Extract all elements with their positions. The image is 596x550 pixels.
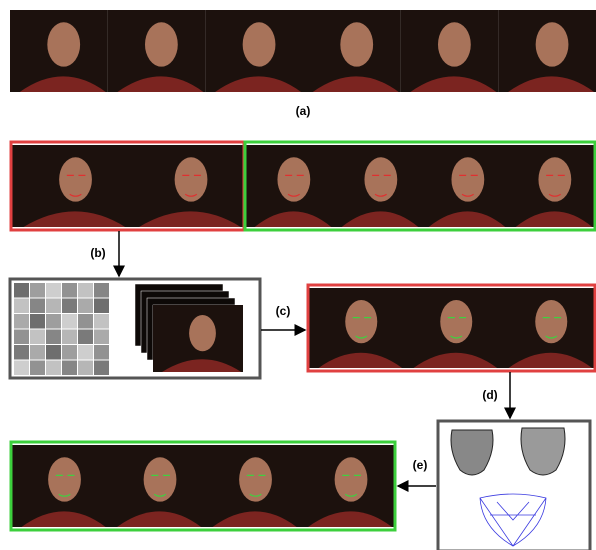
eigenface [14,330,29,345]
head [335,457,368,501]
panel-label: (a) [296,104,311,118]
eigenface [78,283,93,298]
eigenface [30,314,45,329]
eigenface [94,330,109,345]
head [48,457,81,501]
eigenface [78,345,93,360]
head [538,157,571,201]
head [145,22,178,66]
head [144,457,177,501]
eigenface [30,283,45,298]
head [536,22,569,66]
page: (a) (b) (c) (d) (e) (() => { const data … [0,0,596,550]
head [364,157,397,201]
eigenface [62,330,77,345]
eigenface [46,345,61,360]
mesh [480,494,546,546]
eigenface [14,361,29,376]
eigenface [14,299,29,314]
eigenface [46,299,61,314]
eigenface [62,314,77,329]
eigenface [30,299,45,314]
head [440,300,472,343]
eigenface [62,345,77,360]
panel-label: (c) [276,304,291,318]
eigenface [46,314,61,329]
eigenface [62,283,77,298]
eigenface [94,299,109,314]
head [239,457,272,501]
head [189,315,216,351]
head [243,22,276,66]
eigenface [30,330,45,345]
figure: (a) (b) (c) (d) (e) [0,0,596,550]
eigenface [94,361,109,376]
head [345,300,377,343]
eigenface [14,314,29,329]
eigenface [62,361,77,376]
eigenface [46,283,61,298]
eigenface [94,345,109,360]
eigenface [78,330,93,345]
head [451,157,484,201]
head [277,157,310,201]
eigenface [78,314,93,329]
eigenface [14,345,29,360]
eigenface [78,299,93,314]
texture-mask [451,430,493,475]
head [340,22,373,66]
eigenface [62,299,77,314]
head [535,300,567,343]
texture-mask [521,428,565,475]
eigenface [46,361,61,376]
panel-label: (b) [90,246,105,260]
eigenface [94,283,109,298]
head [175,157,208,201]
eigenface [30,345,45,360]
eigenface [78,361,93,376]
eigenface [94,314,109,329]
head [438,22,471,66]
panel-label: (d) [482,388,497,402]
head [59,157,92,201]
eigenface [14,283,29,298]
eigenface [46,330,61,345]
eigenface [30,361,45,376]
panel-label: (e) [413,458,428,472]
head [47,22,80,66]
